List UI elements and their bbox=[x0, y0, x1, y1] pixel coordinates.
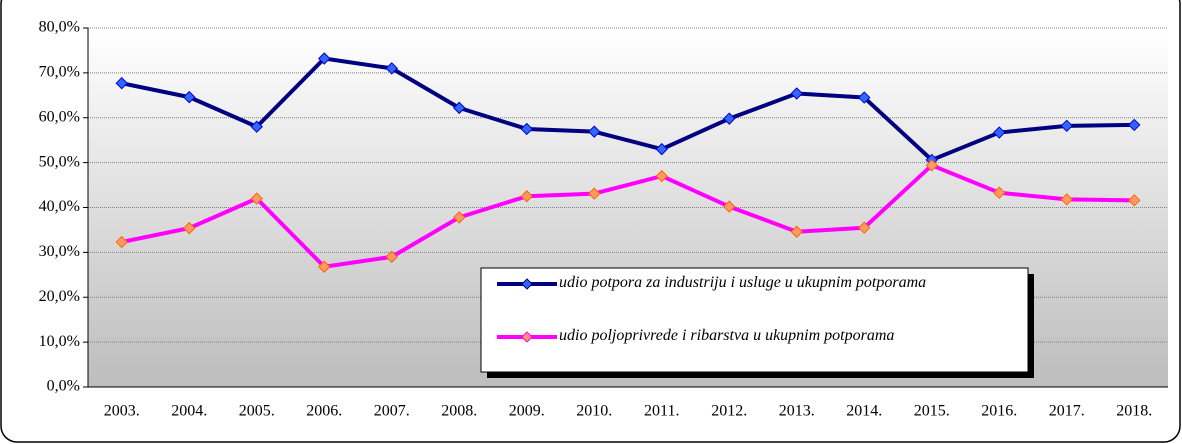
marker bbox=[1060, 193, 1073, 206]
y-tick-label: 70,0% bbox=[39, 64, 80, 81]
marker bbox=[655, 142, 668, 156]
x-tick-label: 2017. bbox=[1049, 403, 1085, 420]
marker bbox=[723, 112, 736, 125]
y-tick-label: 10,0% bbox=[39, 333, 80, 350]
y-tick-label: 0,0% bbox=[47, 378, 80, 395]
marker bbox=[858, 221, 871, 234]
marker bbox=[318, 52, 331, 65]
x-tick-label: 2015. bbox=[914, 403, 950, 420]
marker bbox=[318, 260, 331, 273]
legend-marker bbox=[521, 331, 533, 343]
marker bbox=[1128, 194, 1141, 207]
y-tick-label: 40,0% bbox=[39, 198, 80, 215]
marker bbox=[588, 187, 601, 200]
marker bbox=[790, 87, 803, 100]
x-tick-label: 2013. bbox=[779, 403, 815, 420]
marker bbox=[1060, 119, 1073, 133]
x-tick-label: 2008. bbox=[441, 403, 477, 420]
marker bbox=[520, 190, 533, 203]
x-tick-label: 2009. bbox=[509, 403, 545, 420]
marker bbox=[790, 225, 803, 238]
marker bbox=[183, 90, 196, 104]
x-tick-label: 2014. bbox=[846, 403, 882, 420]
legend-marker bbox=[521, 278, 533, 290]
y-tick-label: 60,0% bbox=[39, 108, 80, 125]
x-tick-label: 2018. bbox=[1116, 403, 1152, 420]
marker bbox=[723, 200, 736, 213]
marker bbox=[655, 169, 668, 183]
marker bbox=[993, 186, 1006, 199]
x-tick-label: 2011. bbox=[644, 403, 679, 420]
x-tick-label: 2016. bbox=[981, 403, 1017, 420]
marker bbox=[453, 101, 466, 115]
series-line bbox=[121, 163, 1135, 269]
marker bbox=[250, 120, 263, 133]
marker bbox=[115, 235, 128, 249]
x-tick-label: 2006. bbox=[306, 403, 342, 420]
x-tick-label: 2003. bbox=[104, 403, 140, 420]
marker bbox=[858, 91, 871, 104]
marker bbox=[1128, 118, 1141, 132]
x-tick-label: 2012. bbox=[711, 403, 747, 420]
y-tick-label: 30,0% bbox=[39, 243, 80, 260]
marker bbox=[385, 250, 398, 264]
marker bbox=[183, 221, 196, 235]
legend-entry: udio potpora za industriju i usluge u uk… bbox=[559, 274, 927, 291]
marker bbox=[993, 126, 1006, 139]
legend-entry: udio poljoprivrede i ribarstva u ukupnim… bbox=[559, 327, 895, 344]
legend-label: udio poljoprivrede i ribarstva u ukupnim… bbox=[559, 327, 895, 344]
x-tick-label: 2010. bbox=[576, 403, 612, 420]
x-tick-label: 2004. bbox=[171, 403, 207, 420]
marker bbox=[588, 125, 601, 138]
marker bbox=[250, 192, 263, 205]
y-tick-label: 80,0% bbox=[39, 19, 80, 36]
y-tick-label: 50,0% bbox=[39, 153, 80, 170]
marker bbox=[453, 211, 466, 224]
x-tick-label: 2005. bbox=[239, 403, 275, 420]
legend-label: udio potpora za industriju i usluge u uk… bbox=[559, 274, 927, 291]
marker bbox=[520, 122, 533, 136]
marker bbox=[115, 76, 128, 90]
marker bbox=[385, 62, 398, 75]
marker bbox=[925, 159, 938, 172]
x-tick-label: 2007. bbox=[374, 403, 410, 420]
legend bbox=[480, 267, 1029, 373]
y-tick-label: 20,0% bbox=[39, 288, 80, 305]
series-line bbox=[121, 56, 1135, 162]
